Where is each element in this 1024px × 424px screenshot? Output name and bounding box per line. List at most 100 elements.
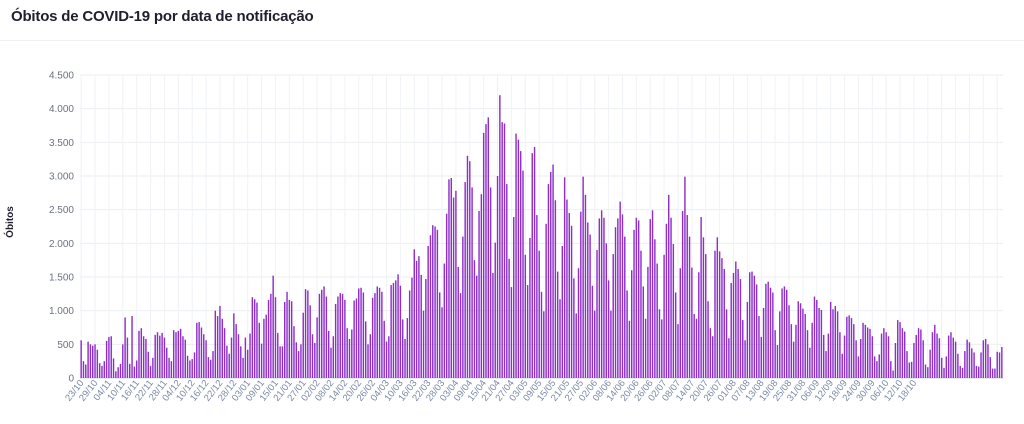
- bar[interactable]: [297, 351, 300, 378]
- bar[interactable]: [802, 308, 804, 378]
- bar[interactable]: [258, 322, 260, 378]
- bar[interactable]: [531, 153, 533, 378]
- bar[interactable]: [212, 351, 214, 378]
- bar[interactable]: [825, 351, 827, 378]
- bar[interactable]: [924, 364, 927, 378]
- bar[interactable]: [832, 309, 834, 378]
- bar[interactable]: [281, 346, 284, 378]
- bar[interactable]: [168, 357, 170, 378]
- bar[interactable]: [115, 371, 117, 378]
- bar[interactable]: [853, 324, 855, 378]
- bar[interactable]: [880, 333, 883, 378]
- bar[interactable]: [478, 211, 480, 378]
- bar[interactable]: [806, 330, 809, 378]
- bar[interactable]: [348, 338, 351, 378]
- bar[interactable]: [663, 254, 665, 378]
- bar[interactable]: [337, 296, 339, 378]
- bar[interactable]: [203, 334, 205, 378]
- bar[interactable]: [182, 336, 184, 378]
- bar[interactable]: [346, 328, 348, 378]
- bar[interactable]: [735, 261, 737, 378]
- bar[interactable]: [161, 332, 163, 378]
- bar[interactable]: [418, 256, 420, 378]
- bar[interactable]: [788, 305, 790, 378]
- bar[interactable]: [994, 368, 996, 378]
- bar[interactable]: [584, 194, 587, 378]
- bar[interactable]: [309, 305, 311, 378]
- bar[interactable]: [383, 320, 385, 378]
- bar[interactable]: [552, 164, 554, 378]
- bar[interactable]: [263, 318, 265, 378]
- bar[interactable]: [725, 309, 728, 378]
- bar[interactable]: [469, 161, 471, 378]
- bar[interactable]: [834, 305, 837, 378]
- bar[interactable]: [494, 242, 496, 378]
- bar[interactable]: [661, 319, 663, 378]
- bar[interactable]: [355, 298, 358, 378]
- bar[interactable]: [496, 176, 499, 378]
- bar[interactable]: [744, 340, 746, 378]
- bar[interactable]: [415, 260, 418, 378]
- bar[interactable]: [688, 236, 691, 378]
- bar[interactable]: [570, 225, 573, 378]
- bar[interactable]: [792, 341, 795, 378]
- bar[interactable]: [765, 283, 767, 378]
- bar[interactable]: [705, 254, 707, 378]
- bar[interactable]: [105, 340, 108, 378]
- bar[interactable]: [466, 155, 469, 378]
- bar[interactable]: [471, 187, 473, 378]
- bar[interactable]: [998, 352, 1001, 378]
- bar[interactable]: [89, 344, 92, 378]
- bar[interactable]: [695, 318, 698, 378]
- bar[interactable]: [677, 324, 679, 378]
- bar[interactable]: [890, 361, 892, 378]
- bar[interactable]: [607, 280, 610, 378]
- bar[interactable]: [129, 363, 131, 378]
- bar[interactable]: [142, 336, 145, 378]
- bar[interactable]: [390, 285, 392, 378]
- bar[interactable]: [707, 301, 709, 378]
- bar[interactable]: [126, 337, 129, 378]
- bar[interactable]: [1001, 347, 1003, 378]
- bar[interactable]: [971, 348, 973, 378]
- bar[interactable]: [228, 353, 230, 378]
- bar[interactable]: [374, 293, 376, 378]
- bar[interactable]: [873, 356, 876, 378]
- bar[interactable]: [769, 287, 772, 378]
- bar[interactable]: [779, 311, 781, 378]
- bar[interactable]: [94, 344, 96, 378]
- bar[interactable]: [246, 349, 249, 378]
- bar[interactable]: [295, 342, 298, 378]
- bar[interactable]: [360, 287, 362, 378]
- bar[interactable]: [957, 353, 959, 378]
- bar[interactable]: [811, 322, 813, 378]
- bar[interactable]: [776, 345, 779, 378]
- bar[interactable]: [221, 318, 223, 378]
- bar[interactable]: [427, 246, 429, 378]
- bar[interactable]: [723, 268, 725, 378]
- bar[interactable]: [260, 343, 263, 378]
- bar[interactable]: [846, 316, 848, 378]
- bar[interactable]: [290, 301, 293, 378]
- bar[interactable]: [748, 272, 751, 378]
- bar[interactable]: [191, 359, 193, 378]
- bar[interactable]: [175, 332, 177, 378]
- bar[interactable]: [767, 281, 769, 378]
- bar[interactable]: [617, 218, 619, 378]
- bar[interactable]: [256, 302, 258, 378]
- bar[interactable]: [700, 217, 702, 378]
- bar[interactable]: [492, 272, 494, 378]
- bar[interactable]: [186, 355, 189, 378]
- bar[interactable]: [917, 328, 920, 378]
- bar[interactable]: [131, 316, 133, 378]
- bar[interactable]: [644, 318, 647, 378]
- bar[interactable]: [603, 217, 605, 378]
- bar[interactable]: [952, 337, 954, 378]
- bar[interactable]: [438, 292, 441, 378]
- bar[interactable]: [529, 237, 531, 378]
- bar[interactable]: [746, 301, 749, 378]
- bar[interactable]: [339, 293, 341, 378]
- bar[interactable]: [112, 358, 115, 378]
- bar[interactable]: [600, 210, 603, 378]
- bar[interactable]: [927, 367, 929, 378]
